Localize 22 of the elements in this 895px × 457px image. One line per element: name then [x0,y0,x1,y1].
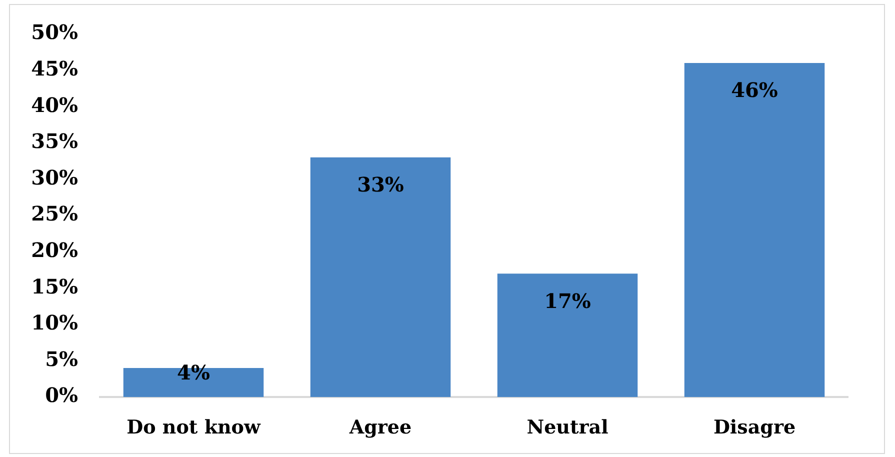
y-tick-label: 50% [31,20,78,44]
y-tick-label: 40% [31,92,78,117]
y-tick-label: 30% [31,165,78,190]
data-label: 4% [177,360,210,385]
x-tick-label: Do not know [126,416,261,438]
x-tick-label: Disagre [713,416,796,438]
y-tick-label: 25% [31,202,78,226]
data-label: 46% [731,78,778,102]
bar [684,63,825,397]
data-label: 33% [357,172,404,197]
bar [310,157,451,397]
x-tick-label: Agree [348,416,412,438]
y-tick-label: 45% [31,56,78,81]
bar [497,274,638,397]
x-tick-label: Neutral [526,416,608,438]
y-tick-label: 10% [31,310,78,335]
data-label: 17% [544,288,591,313]
y-tick-label: 15% [31,274,78,298]
y-tick-label: 35% [31,129,78,154]
y-tick-label: 20% [31,238,78,262]
y-tick-label: 0% [45,383,78,408]
y-tick-label: 5% [45,346,78,371]
